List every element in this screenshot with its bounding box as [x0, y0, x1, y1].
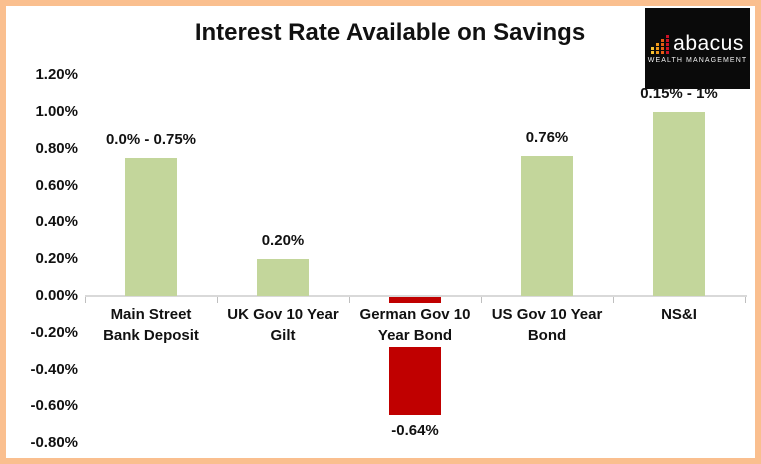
category-label: NS&I	[611, 303, 747, 326]
abacus-icon-square	[666, 34, 670, 38]
bar-0	[125, 158, 177, 296]
category-label: German Gov 10 Year Bond	[347, 303, 483, 347]
logo-tagline-text: WEALTH MANAGEMENT	[647, 56, 748, 64]
bar-4	[653, 112, 705, 296]
bar-1	[257, 259, 309, 296]
chart-background	[6, 6, 755, 458]
y-axis-tick-label: 0.60%	[35, 176, 78, 194]
bar-value-label: 0.15% - 1%	[640, 85, 718, 102]
category-label-line: Main Street	[110, 306, 192, 323]
category-label-line: Gilt	[270, 327, 296, 344]
y-axis-tick-label: 0.80%	[35, 139, 78, 157]
x-axis-line	[85, 295, 747, 297]
category-label-line: NS&I	[661, 306, 697, 323]
y-axis-tick-label: 0.40%	[35, 213, 78, 231]
logo-brand-text: abacus	[673, 31, 744, 55]
bar-value-label: 0.20%	[261, 232, 305, 250]
chart-title: Interest Rate Available on Savings	[194, 19, 586, 46]
abacus-icon-square	[666, 50, 670, 54]
bar-value-label: -0.64%	[391, 421, 439, 439]
abacus-icon-square	[656, 46, 660, 50]
abacus-icon-square	[661, 50, 665, 54]
category-label-line: Bond	[527, 327, 567, 344]
abacus-icon-square	[666, 42, 670, 46]
y-axis-tick-label: 0.20%	[35, 250, 78, 268]
abacus-icon-square	[656, 42, 660, 46]
abacus-icon-square	[661, 38, 665, 42]
y-axis-tick-label: 0.00%	[35, 287, 78, 304]
abacus-icon-square	[661, 42, 665, 46]
y-axis-tick-label: 1.20%	[35, 66, 78, 84]
abacus-icon-square	[651, 46, 655, 50]
x-axis-tick-mark	[85, 296, 86, 303]
abacus-icon-square	[666, 46, 670, 50]
category-label-line: UK Gov 10 Year	[227, 306, 339, 323]
bar-3	[521, 156, 573, 296]
abacus-icon-square	[651, 50, 655, 54]
x-axis-tick-mark	[745, 296, 746, 303]
bar-value-label: 0.76%	[525, 129, 569, 147]
logo-row: abacus	[651, 31, 744, 55]
category-label-line: Bank Deposit	[103, 327, 199, 344]
x-axis-tick-mark	[613, 296, 614, 303]
abacus-bars-icon	[651, 34, 670, 54]
category-label-line: US Gov 10 Year	[491, 306, 603, 323]
y-axis-tick-label: -0.80%	[30, 434, 78, 452]
bar-value-label: 0.0% - 0.75%	[105, 131, 197, 148]
category-label: US Gov 10 Year Bond	[479, 303, 615, 347]
y-axis-tick-label: -0.60%	[30, 397, 78, 415]
y-axis-tick-label: 1.00%	[35, 103, 78, 120]
category-label: UK Gov 10 Year Gilt	[215, 303, 351, 347]
x-axis-tick-mark	[349, 296, 350, 303]
x-axis-tick-mark	[217, 296, 218, 303]
category-label-line: Year Bond	[377, 327, 453, 344]
abacus-icon-square	[666, 38, 670, 42]
y-axis-tick-label: -0.20%	[30, 323, 78, 341]
abacus-icon-square	[656, 50, 660, 54]
abacus-logo: abacus WEALTH MANAGEMENT	[645, 8, 750, 89]
category-label-line: German Gov 10	[359, 306, 471, 323]
category-label: Main Street Bank Deposit	[83, 303, 219, 347]
y-axis-tick-label: -0.40%	[30, 360, 78, 378]
abacus-icon-square	[661, 46, 665, 50]
x-axis-tick-mark	[481, 296, 482, 303]
